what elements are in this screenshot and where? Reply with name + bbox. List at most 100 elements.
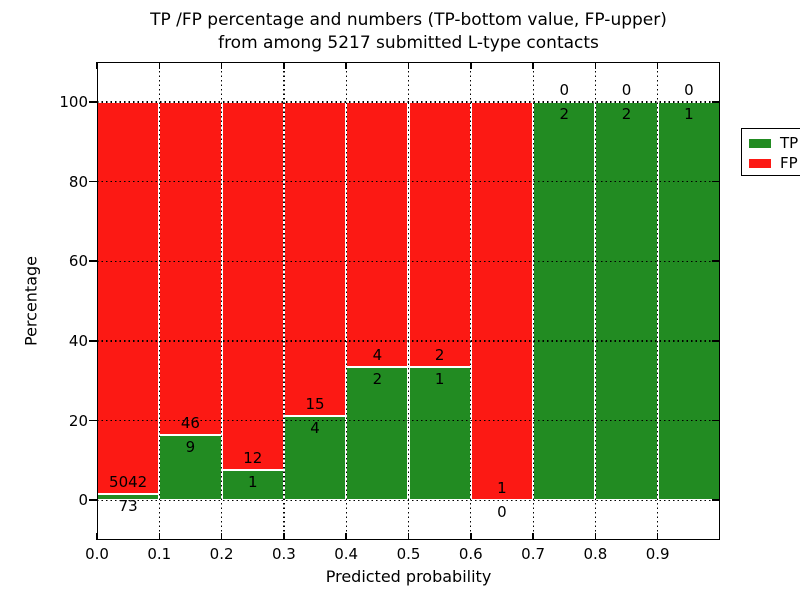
x-tick-top-0.9 — [656, 62, 659, 69]
grid-vline-0.6 — [470, 62, 472, 540]
y-tick-right-20 — [712, 419, 720, 422]
y-tick-left-40 — [89, 340, 97, 342]
bars-layer — [97, 62, 720, 540]
x-tick-top-0.4 — [345, 62, 347, 69]
bar-segment-tp-bin9 — [657, 101, 720, 501]
y-tick-left-0 — [89, 499, 97, 501]
y-tick-label-40: 40 — [68, 331, 88, 350]
bar-label-fp-count-bin1: 46 — [180, 413, 200, 432]
bar-label-fp-count-bin6: 1 — [497, 479, 507, 498]
x-tick-label-0.0: 0.0 — [85, 545, 109, 563]
x-tick-label-0.2: 0.2 — [209, 545, 234, 563]
y-tick-right-60 — [712, 260, 720, 262]
x-tick-label-0.3: 0.3 — [271, 545, 296, 563]
x-tick-label-0.8: 0.8 — [583, 545, 608, 563]
chart-title-line-1: TP /FP percentage and numbers (TP-bottom… — [150, 10, 667, 30]
x-tick-top-0.5 — [407, 62, 410, 69]
x-tick-bottom-0.5 — [407, 533, 410, 540]
plot-area: 5042 73 46 9 12 1 15 4 4 2 2 1 1 0 0 2 0 2 0 1 TP FP — [96, 62, 800, 540]
grid-hline-80 — [97, 180, 720, 183]
y-tick-label-100: 100 — [59, 92, 88, 111]
bar-label-tp-count-bin3: 4 — [310, 419, 320, 438]
bar-segment-fp-bin6 — [470, 101, 534, 501]
x-tick-bottom-0.0 — [96, 533, 98, 540]
y-tick-left-60 — [89, 260, 97, 262]
grid-vline-0.1 — [158, 62, 160, 540]
bar-label-fp-count-bin2: 12 — [243, 448, 263, 467]
y-tick-right-80 — [712, 180, 720, 183]
y-tick-right-40 — [712, 340, 720, 342]
bar-segment-tp-bin3 — [283, 416, 347, 501]
grid-vline-0.2 — [221, 62, 223, 540]
chart-title-line-2: from among 5217 submitted L-type contact… — [218, 33, 599, 53]
x-tick-label-0.5: 0.5 — [396, 545, 421, 563]
x-tick-bottom-0.3 — [283, 533, 285, 540]
y-tick-left-100 — [89, 101, 97, 103]
x-tick-top-0.3 — [283, 62, 285, 69]
legend-entry-fp: FP — [749, 155, 800, 171]
x-tick-bottom-0.1 — [158, 533, 161, 540]
grid-hline-40 — [97, 340, 720, 342]
bar-label-tp-count-bin8: 2 — [621, 104, 632, 123]
grid-vline-0.4 — [345, 62, 347, 540]
bar-label-tp-count-bin0: 73 — [118, 497, 138, 516]
y-tick-left-80 — [89, 180, 97, 183]
legend-label-tp: TP — [780, 134, 799, 152]
ticks-layer — [96, 62, 720, 540]
y-tick-label-20: 20 — [68, 411, 88, 430]
grid-vline-0.5 — [407, 62, 410, 540]
x-tick-top-0.8 — [594, 62, 597, 69]
bar-label-fp-count-bin7: 0 — [559, 80, 570, 99]
x-tick-label-0.9: 0.9 — [645, 545, 670, 563]
grid-vline-0.8 — [594, 62, 597, 540]
x-tick-bottom-0.2 — [220, 533, 223, 540]
bar-label-tp-count-bin6: 0 — [497, 503, 507, 522]
y-tick-right-100 — [712, 101, 720, 103]
y-tick-right-0 — [712, 499, 720, 501]
bar-label-tp-count-bin2: 1 — [247, 472, 258, 491]
x-tick-bottom-0.7 — [532, 533, 534, 540]
x-axis-label: Predicted probability — [325, 567, 492, 586]
grid-hline-0 — [97, 499, 720, 501]
y-tick-label-80: 80 — [68, 172, 88, 191]
bar-segment-fp-bin5 — [408, 101, 471, 368]
plot-border — [97, 62, 720, 540]
bar-label-fp-count-bin4: 4 — [372, 346, 383, 365]
legend-swatch-fp-icon — [749, 158, 771, 168]
y-tick-label-60: 60 — [68, 252, 88, 271]
bar-segment-fp-bin1 — [159, 101, 222, 435]
bar-label-tp-count-bin7: 2 — [559, 104, 570, 123]
x-tick-top-0.1 — [158, 62, 161, 69]
bar-label-tp-count-bin9: 1 — [684, 104, 694, 123]
grid-vline-0.7 — [532, 62, 534, 540]
bar-label-fp-count-bin9: 0 — [684, 80, 694, 99]
bar-label-fp-count-bin8: 0 — [621, 80, 632, 99]
bar-label-tp-count-bin1: 9 — [185, 437, 196, 456]
bar-label-tp-count-bin5: 1 — [434, 370, 445, 389]
x-tick-bottom-0.9 — [656, 533, 659, 540]
bar-segment-fp-bin4 — [346, 101, 409, 368]
grid-vline-0.9 — [657, 62, 659, 540]
grid-hline-20 — [97, 419, 720, 422]
legend-swatch-tp-icon — [749, 138, 771, 148]
x-tick-bottom-0.8 — [594, 533, 597, 540]
y-axis-label: Percentage — [21, 256, 41, 347]
x-tick-label-0.1: 0.1 — [147, 545, 172, 563]
bar-label-tp-count-bin4: 2 — [372, 370, 383, 389]
bar-segment-tp-bin2 — [221, 469, 284, 501]
grid-vline-0.3 — [283, 62, 285, 540]
x-tick-label-0.7: 0.7 — [521, 545, 546, 563]
legend-label-fp: FP — [780, 154, 798, 172]
bar-segment-fp-bin0 — [97, 101, 160, 495]
bar-label-fp-count-bin5: 2 — [434, 346, 445, 365]
x-tick-top-0.0 — [96, 62, 98, 69]
x-tick-bottom-0.6 — [470, 533, 472, 540]
x-tick-label-0.6: 0.6 — [458, 545, 483, 563]
x-tick-top-0.7 — [532, 62, 534, 69]
x-tick-top-0.6 — [470, 62, 472, 69]
y-tick-left-20 — [89, 419, 97, 422]
bar-segment-tp-bin5 — [408, 367, 471, 501]
bar-segment-tp-bin7 — [533, 101, 596, 501]
bar-segment-fp-bin2 — [221, 101, 284, 470]
bar-label-fp-count-bin3: 15 — [305, 395, 325, 414]
